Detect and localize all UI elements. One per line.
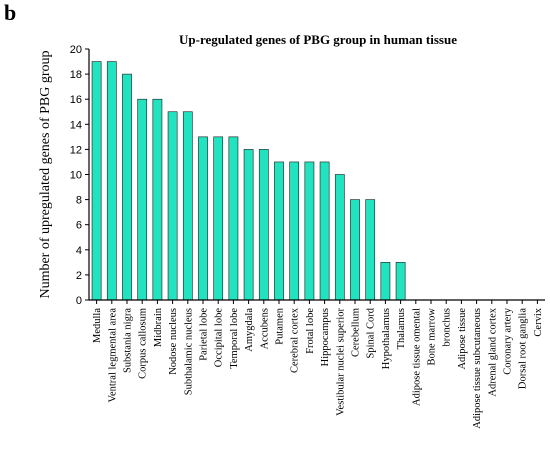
y-tick-label-4: 8	[76, 195, 82, 207]
bar-11	[258, 149, 269, 301]
x-tick-label-19: Hypothalamus	[381, 308, 392, 369]
x-tick-label-22: Bone marrow	[427, 308, 438, 366]
bar-19	[380, 262, 391, 301]
y-tick-label-10: 20	[70, 44, 82, 56]
y-tick-label-3: 6	[76, 220, 82, 232]
bar-20	[395, 262, 406, 301]
x-tick-label-6: Subthalamic nucleus	[183, 308, 194, 395]
x-tick-label-18: Spinal Cord	[366, 307, 377, 358]
x-tick-label-9: Temporal lobe	[229, 308, 240, 369]
x-tick-label-12: Putamen	[275, 307, 286, 344]
bar-6	[182, 111, 193, 301]
y-axis-label: Number of upregulated genes of PBG group	[38, 50, 53, 298]
x-tick-label-13: Cerebral cortex	[290, 307, 301, 373]
bar-9	[228, 136, 239, 301]
bar-17	[350, 199, 360, 301]
bars-group	[91, 61, 406, 301]
y-tick-label-7: 14	[70, 119, 82, 131]
bar-16	[334, 174, 345, 301]
bar-18	[365, 199, 376, 301]
x-tick-label-27: Coronary artery	[503, 307, 514, 375]
x-tick-label-21: Adipose tissue omental	[411, 308, 422, 406]
x-tick-label-5: Nodose nucleus	[168, 308, 179, 375]
x-tick-label-23: bronchus	[442, 308, 453, 347]
x-tick-label-17: Cerebellum	[351, 308, 362, 357]
x-tick-label-16: Vestibular nuclei superior	[335, 308, 346, 416]
y-tick-label-9: 18	[70, 69, 82, 81]
x-tick-label-28: Dorsal root ganglia	[518, 308, 529, 389]
bar-0	[91, 61, 102, 301]
x-tick-label-4: Midbrain	[153, 307, 164, 347]
bar-12	[274, 161, 284, 301]
x-tick-label-25: Adipose tissue subcutaneous	[472, 308, 483, 429]
y-tick-label-0: 0	[76, 295, 82, 307]
x-tick-label-20: Thalamus	[396, 308, 407, 349]
bar-13	[289, 161, 300, 301]
chart-title: Up-regulated genes of PBG group in human…	[179, 32, 457, 47]
y-tick-label-1: 2	[76, 270, 82, 282]
y-tick-label-2: 4	[76, 245, 82, 257]
bar-5	[167, 111, 178, 301]
x-tick-label-1: Ventral legmental area	[107, 308, 118, 403]
x-tick-label-8: Occipital lobe	[214, 308, 225, 368]
y-tick-label-8: 16	[70, 94, 82, 106]
x-tick-label-14: Frotal lobe	[305, 308, 316, 354]
bar-15	[319, 161, 330, 301]
x-tick-label-10: Amygdala	[244, 308, 255, 352]
x-ticks-group: Medulla Ventral legmental area Substania n…	[92, 300, 544, 429]
bar-2	[122, 73, 132, 301]
bar-7	[198, 136, 208, 301]
x-tick-label-11: Accubens	[259, 308, 270, 349]
x-tick-label-26: Adrenal gland cortex	[487, 307, 498, 396]
y-tick-label-5: 10	[70, 170, 82, 182]
x-tick-label-3: Corpus callosum	[138, 308, 149, 379]
y-tick-label-6: 12	[70, 144, 82, 156]
x-tick-label-2: Substania nigra	[123, 308, 134, 373]
bar-4	[152, 98, 163, 301]
x-tick-label-0: Medulla	[92, 308, 103, 343]
bar-10	[243, 149, 254, 301]
panel-letter: b	[4, 0, 17, 25]
bar-8	[213, 136, 224, 301]
bar-3	[137, 98, 148, 301]
bar-1	[106, 61, 117, 301]
x-tick-label-29: Cervix	[533, 307, 544, 336]
x-tick-label-15: Hippocampus	[320, 308, 331, 366]
bar-14	[304, 161, 315, 301]
x-tick-label-7: Parietal lobe	[199, 308, 210, 361]
y-ticks-group: 0 2 4 6 8 10 12 14 16 18 20	[70, 44, 89, 307]
x-tick-label-24: Adipose tissue	[457, 308, 468, 370]
